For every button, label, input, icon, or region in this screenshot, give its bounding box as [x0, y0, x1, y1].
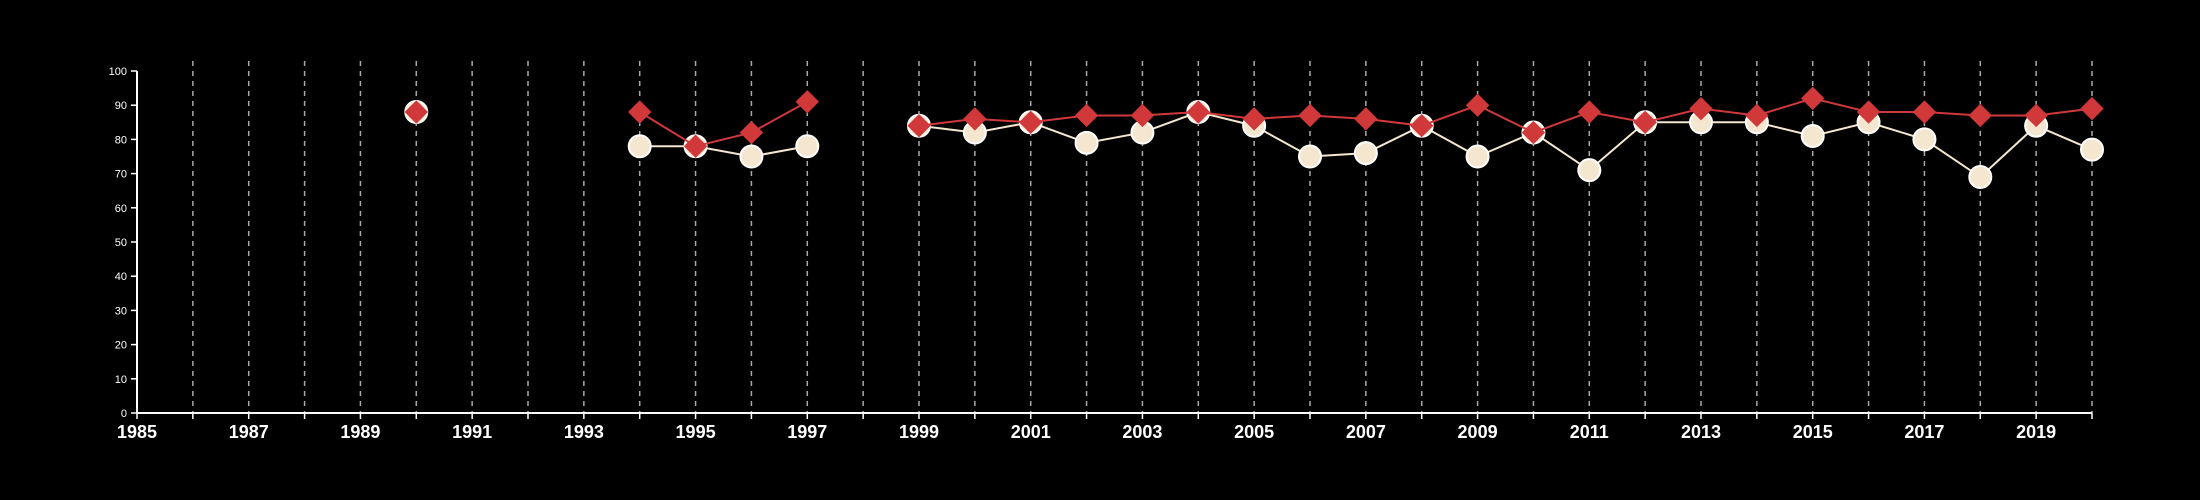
x-tick-label-1985: 1985: [117, 422, 157, 442]
series-2-point-2007: [1354, 107, 1378, 131]
series-2-point-2014: [1745, 103, 1769, 128]
series-1-point-2018: [1968, 165, 1993, 190]
x-tick-label-2017: 2017: [1904, 422, 1944, 442]
x-tick-label-2011: 2011: [1570, 422, 1609, 442]
series-2-line-segment-2: [639, 100, 808, 148]
series-2-point-1999: [907, 114, 931, 138]
series-2-line-segment-3: [918, 97, 2093, 134]
series-2: [404, 86, 2104, 158]
y-tick-label-50: 50: [115, 237, 127, 249]
series-2-point-2018: [1968, 103, 1992, 128]
x-tick-label-2003: 2003: [1122, 422, 1162, 442]
series-1-point-1994: [627, 134, 652, 159]
x-tick-label-1989: 1989: [340, 422, 380, 442]
y-tick-label-20: 20: [115, 340, 127, 352]
series-2-point-1994: [628, 100, 652, 124]
series-2-point-2004: [1186, 100, 1210, 124]
x-tick-label-2001: 2001: [1011, 422, 1051, 442]
x-tick-label-1999: 1999: [899, 422, 939, 442]
series-2-point-2006: [1298, 103, 1322, 128]
series-2-point-2012: [1633, 110, 1657, 135]
series-2-point-2008: [1410, 114, 1434, 138]
series-2-point-2020: [2080, 96, 2104, 121]
y-tick-label-40: 40: [115, 271, 127, 283]
series-1-point-2007: [1353, 141, 1378, 166]
series-2-point-1995: [683, 134, 708, 158]
x-tick-label-2007: 2007: [1346, 422, 1386, 442]
y-tick-label-70: 70: [115, 169, 127, 181]
series-1-point-1997: [795, 134, 820, 159]
series-1-line-segment-3: [918, 110, 2093, 179]
axes: 0 10 20 30 40 50 60 70 80 90 100 1985 1987 1989 1991 19…: [109, 66, 2093, 442]
series-2-point-2015: [1801, 86, 1825, 111]
series-2-point-1997: [795, 90, 819, 114]
series-2-point-1990: [404, 100, 428, 124]
series-1-point-2009: [1465, 144, 1490, 169]
series-2-point-2016: [1856, 100, 1881, 124]
x-tick-label-2019: 2019: [2016, 422, 2056, 442]
y-tick-label-0: 0: [121, 408, 127, 420]
series-2-point-2003: [1130, 103, 1155, 128]
y-tick-label-60: 60: [115, 203, 127, 215]
series-1-line-segment-2: [639, 145, 808, 158]
series-2-point-1996: [739, 120, 764, 145]
series-2-point-2005: [1242, 107, 1266, 131]
x-tick-label-2005: 2005: [1234, 422, 1274, 442]
y-tick-label-80: 80: [115, 134, 127, 146]
y-tick-label-90: 90: [115, 100, 127, 112]
x-tick-label-2009: 2009: [1458, 422, 1498, 442]
series-1-point-2020: [2080, 137, 2104, 162]
x-tick-label-1995: 1995: [676, 422, 716, 442]
x-tick-label-1997: 1997: [787, 422, 827, 442]
y-tick-label-30: 30: [115, 305, 127, 317]
series-2-point-2019: [2024, 103, 2048, 128]
series-2-point-2002: [1074, 103, 1099, 128]
x-tick-label-1987: 1987: [229, 422, 269, 442]
series-1-point-2015: [1800, 123, 1825, 148]
series-2-point-2013: [1689, 96, 1713, 121]
y-tick-label-100: 100: [109, 66, 127, 78]
x-tick-label-2015: 2015: [1793, 422, 1833, 442]
series-2-point-2001: [1019, 110, 1043, 135]
y-tick-label-10: 10: [115, 374, 127, 386]
series-1-point-2017: [1912, 127, 1937, 152]
x-tick-label-1991: 1991: [452, 422, 492, 442]
series-2-point-2009: [1465, 93, 1490, 117]
series-2-point-2000: [963, 107, 987, 131]
series-2-point-2017: [1912, 100, 1937, 124]
series-1-point-2002: [1074, 130, 1099, 155]
x-tick-label-1993: 1993: [564, 422, 604, 442]
series-1-point-1996: [739, 144, 764, 169]
x-tick-label-2013: 2013: [1681, 422, 1721, 442]
series-2-point-2011: [1577, 100, 1601, 124]
series-1-point-2011: [1577, 158, 1602, 183]
series-group: [404, 86, 2104, 190]
series-1-point-2006: [1298, 144, 1322, 169]
series-2-point-2010: [1521, 120, 1546, 145]
grid: [192, 61, 2093, 413]
